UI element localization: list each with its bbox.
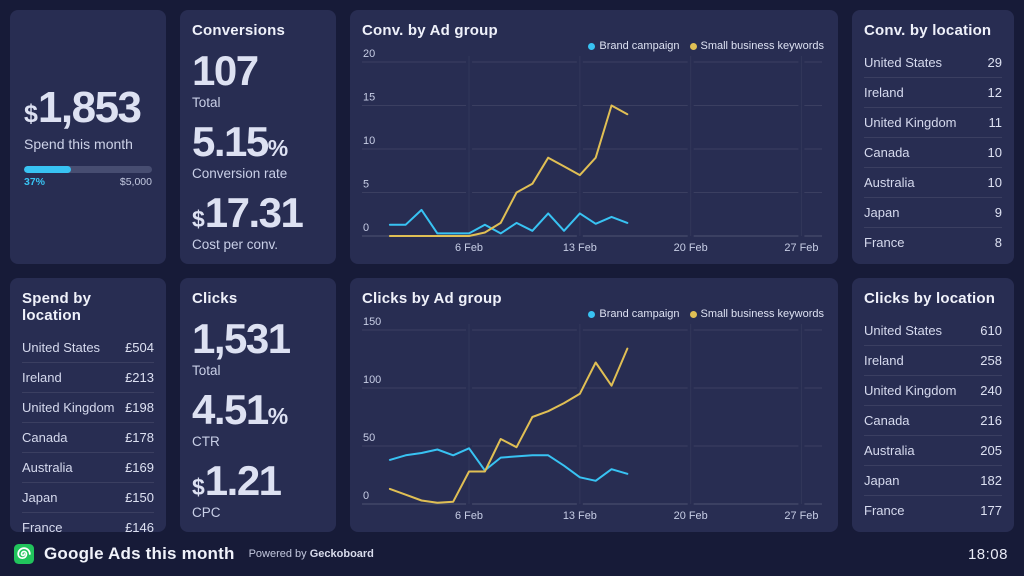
card-clicks: Clicks 1,531 Total 4.51% CTR $1.21 CPC [180,278,336,532]
svg-text:10: 10 [363,135,375,147]
conv-by-ad-group-line-chart: 0 5 10 15 20 6 Feb 13 Feb 20 Feb 27 Feb [362,48,823,252]
svg-text:5: 5 [363,178,369,190]
legend-small-business-keywords: Small business keywords [689,40,824,52]
svg-text:100: 100 [363,374,381,386]
list-item: Canada £178 [22,423,154,453]
clicks-chart-title: Clicks by Ad group [362,290,502,307]
legend-small-business-keywords: Small business keywords [689,308,824,320]
svg-text:15: 15 [363,91,375,103]
clicks-chart-legend: Brand campaign Small business keywords [588,308,824,320]
currency-symbol: $ [24,100,38,128]
progress-percent-label: 37% [24,176,46,188]
card-clicks-by-location: Clicks by location United States 610 Ire… [852,278,1014,532]
list-item: France £146 [22,520,154,532]
svg-text:150: 150 [363,316,381,328]
dashboard-title: Google Ads this month [44,544,235,563]
clicks-by-ad-group-line-chart: 0 50 100 150 6 Feb 13 Feb 20 Feb 27 Feb [362,316,823,520]
clicks-title: Clicks [192,290,238,307]
spend-label: Spend this month [24,136,133,152]
stat-conversion-rate: 5.15% Conversion rate [192,118,289,182]
conv-by-location-list: United States 29 Ireland 12 United Kingd… [864,48,1002,257]
svg-text:13 Feb: 13 Feb [563,510,597,520]
list-item: Ireland £213 [22,363,154,393]
list-item: Japan 9 [864,198,1002,228]
stat-conversions-total: 107 Total [192,47,259,111]
stat-clicks-total: 1,531 Total [192,315,291,379]
list-item: United States 29 [864,48,1002,78]
svg-text:6 Feb: 6 Feb [455,242,483,252]
legend-brand-campaign: Brand campaign [588,40,680,52]
list-item: Japan 182 [864,466,1002,496]
conv-chart-title: Conv. by Ad group [362,22,498,39]
list-item: Australia £169 [22,453,154,483]
svg-text:20: 20 [363,48,375,60]
list-item: United Kingdom 11 [864,108,1002,138]
list-item: United Kingdom 240 [864,376,1002,406]
card-conv-by-ad-group: Conv. by Ad group Brand campaign Small b… [350,10,838,264]
stat-ctr: 4.51% CTR [192,386,289,450]
list-item: Canada 216 [864,406,1002,436]
spend-value: $1,853 [24,83,142,132]
svg-text:6 Feb: 6 Feb [455,510,483,520]
conv-by-location-title: Conv. by location [864,22,992,39]
progress-target-label: $5,000 [119,176,152,188]
list-item: United States £504 [22,333,154,363]
svg-text:50: 50 [363,432,375,444]
stat-cpc: $1.21 CPC [192,457,282,521]
svg-text:0: 0 [363,222,369,234]
stat-cost-per-conv: $17.31 Cost per conv. [192,189,304,253]
dashboard: $1,853 Spend this month 37% $5,000 Conve… [10,10,1014,532]
brand-name: Geckoboard [309,548,374,560]
powered-by-label: Powered by Geckoboard [248,548,374,560]
geckoboard-logo-icon [14,544,34,564]
svg-text:20 Feb: 20 Feb [674,510,708,520]
legend-brand-campaign: Brand campaign [588,308,680,320]
legend-dot-icon [689,310,697,318]
conversions-title: Conversions [192,22,286,39]
clicks-by-location-title: Clicks by location [864,290,996,307]
dashboard-footer: Google Ads this month Powered by Geckobo… [0,532,1024,576]
card-spend-this-month: $1,853 Spend this month 37% $5,000 [10,10,166,264]
conv-chart-legend: Brand campaign Small business keywords [588,40,824,52]
list-item: Ireland 12 [864,78,1002,108]
list-item: France 8 [864,235,1002,250]
card-spend-by-location: Spend by location United States £504 Ire… [10,278,166,532]
clock: 18:08 [967,545,1008,563]
card-conv-by-location: Conv. by location United States 29 Irela… [852,10,1014,264]
list-item: United States 610 [864,316,1002,346]
legend-dot-icon [588,42,596,50]
spend-by-location-list: United States £504 Ireland £213 United K… [22,333,154,532]
card-conversions: Conversions 107 Total 5.15% Conversion r… [180,10,336,264]
card-clicks-by-ad-group: Clicks by Ad group Brand campaign Small … [350,278,838,532]
svg-text:27 Feb: 27 Feb [784,510,818,520]
svg-text:0: 0 [363,490,369,502]
list-item: Ireland 258 [864,346,1002,376]
list-item: Japan £150 [22,483,154,513]
svg-text:13 Feb: 13 Feb [563,242,597,252]
list-item: United Kingdom £198 [22,393,154,423]
list-item: Canada 10 [864,138,1002,168]
svg-text:27 Feb: 27 Feb [784,242,818,252]
spend-progress-fill [24,166,72,173]
legend-dot-icon [689,42,697,50]
list-item: Australia 10 [864,168,1002,198]
spend-by-location-title: Spend by location [22,290,92,324]
legend-dot-icon [588,310,596,318]
spend-progress-bar [24,166,152,173]
clicks-by-location-list: United States 610 Ireland 258 United Kin… [864,316,1002,525]
list-item: Australia 205 [864,436,1002,466]
svg-text:20 Feb: 20 Feb [674,242,708,252]
list-item: France 177 [864,503,1002,518]
